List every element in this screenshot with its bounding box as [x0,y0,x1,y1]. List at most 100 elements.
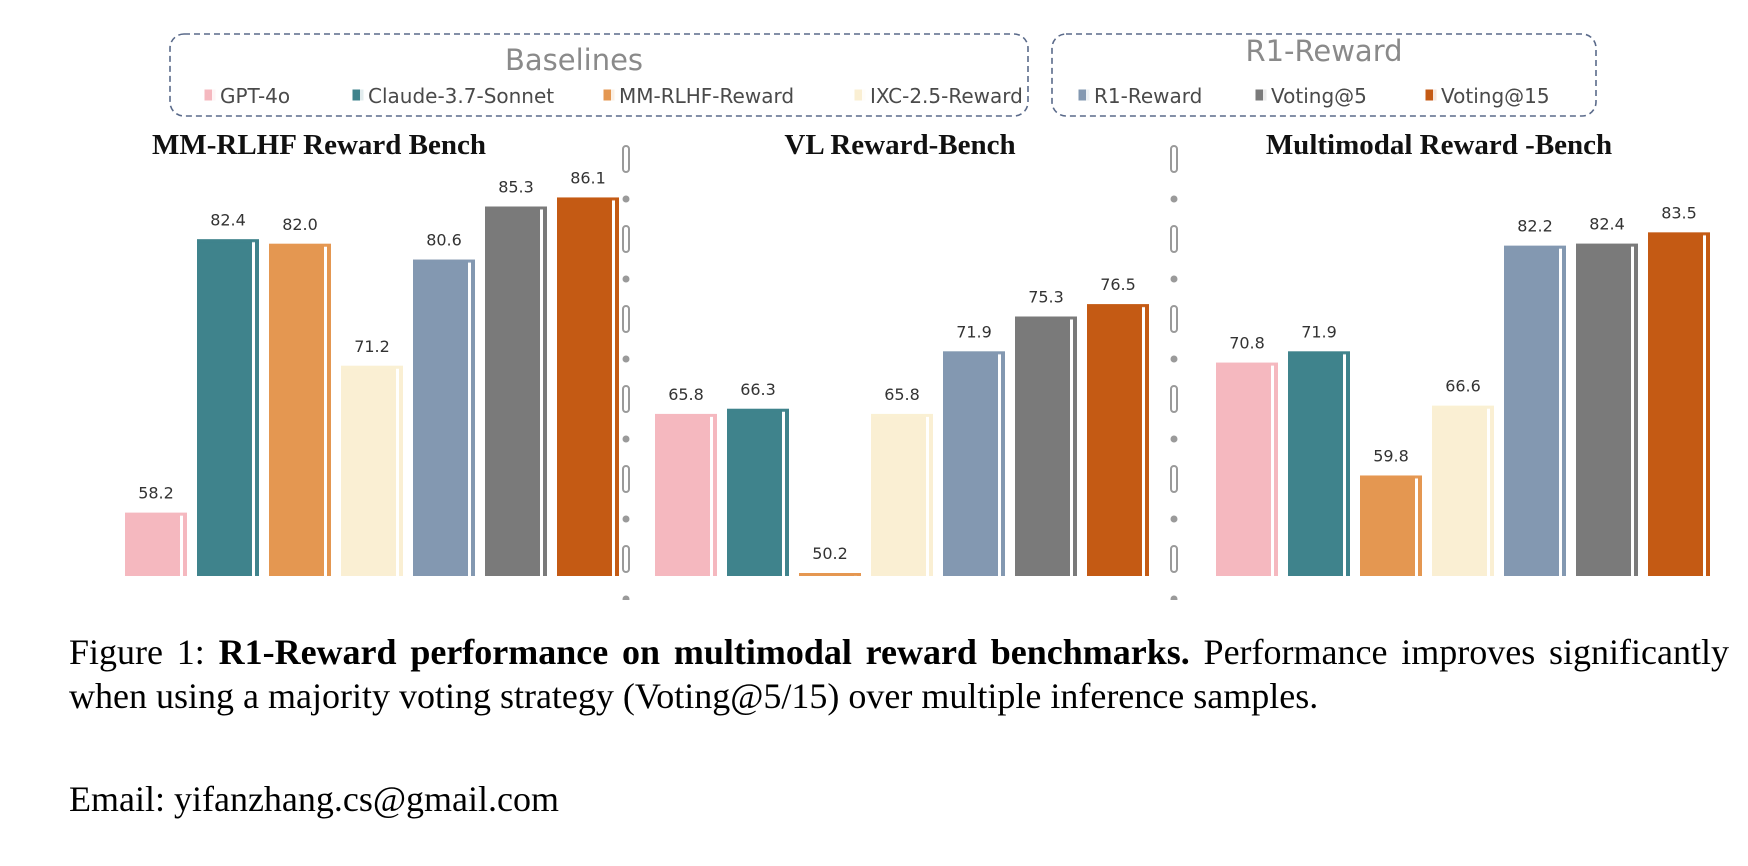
bar-highlight [1415,477,1418,576]
bar-body [269,243,331,576]
bar-highlight [926,415,929,576]
separator-dash [1170,465,1178,493]
bar-body [413,259,475,576]
data-label-ixc-2-5-reward: 66.6 [1445,377,1481,396]
bar-highlight [1343,353,1346,576]
bar-highlight [1070,318,1073,576]
data-label-ixc-2-5-reward: 65.8 [884,385,920,404]
bar-highlight [252,241,255,576]
bar-top-edge [197,239,259,243]
bar-top-edge [1288,351,1350,355]
bar-body [1360,475,1422,576]
caption-bold: R1-Reward performance on multimodal rewa… [218,632,1190,672]
bar-body [125,512,187,576]
legend-item-voting-15: Voting@15 [1424,84,1550,108]
bar-top-edge [125,512,187,516]
separator-dash [1170,385,1178,413]
bar-highlight [540,208,543,576]
bar-top-edge [1648,232,1710,236]
legend-label-voting-5: Voting@5 [1271,84,1367,108]
bar-highlight [1559,247,1562,576]
bar-top-edge [1432,405,1494,409]
panel-title-mm-rlhf: MM-RLHF Reward Bench [152,129,486,161]
data-label-claude-3-7-sonnet: 71.9 [1301,322,1337,341]
bar-voting-15: 83.5 [1648,203,1710,576]
legend-label-voting-15: Voting@15 [1441,84,1550,108]
legend-swatch-highlight [1086,89,1090,101]
separator-dot [1170,435,1178,443]
bar-highlight [1487,407,1490,576]
legend-item-mm-rlhf-reward: MM-RLHF-Reward [602,84,794,108]
data-label-voting-5: 82.4 [1589,215,1625,234]
bar-voting-15: 76.5 [1087,275,1149,576]
data-label-claude-3-7-sonnet: 66.3 [740,380,776,399]
bar-highlight [180,514,183,576]
legend-item-r1-reward: R1-Reward [1077,84,1202,108]
separator-dash [1170,145,1178,173]
bar-top-edge [269,243,331,247]
legend-swatch-highlight [862,89,866,101]
bar-highlight [612,199,615,576]
separator-dash [622,305,630,333]
legend-swatch-highlight [1433,89,1437,101]
separator-dot [1170,355,1178,363]
separator-dash [622,465,630,493]
separator-dot [1170,595,1178,600]
legend-item-claude-3-7-sonnet: Claude-3.7-Sonnet [351,84,554,108]
bar-top-edge [655,413,717,417]
data-label-r1-reward: 71.9 [956,322,992,341]
separator-dash [622,145,630,173]
bar-body [943,351,1005,576]
bar-top-edge [1216,362,1278,366]
bar-body [1648,232,1710,576]
bar-highlight [1271,364,1274,576]
bar-r1-reward: 80.6 [413,231,475,576]
email-line: Email: yifanzhang.cs@gmail.com [69,779,560,819]
bar-ixc-2-5-reward: 65.8 [871,385,933,576]
bar-highlight [1631,245,1634,576]
legend-swatch-highlight [212,89,216,101]
separator-dash [1170,545,1178,573]
bar-body [1288,351,1350,576]
legend-label-claude-3-7-sonnet: Claude-3.7-Sonnet [368,84,554,108]
bar-top-edge [1360,475,1422,479]
figure-caption: Figure 1: R1-Reward performance on multi… [69,630,1729,718]
separator-dash [622,385,630,413]
bar-top-edge [557,197,619,201]
panel-1-bars: 58.2 82.4 82.0 71.2 80.6 85.3 86.1 [125,168,619,576]
separator-dot [622,195,630,203]
panel-title-vl-reward: VL Reward-Bench [784,129,1015,161]
data-label-voting-5: 75.3 [1028,288,1064,307]
caption-rest: Performance improves significantly when … [69,632,1729,716]
bar-body [557,197,619,576]
bar-r1-reward: 71.9 [943,322,1005,576]
r1-reward-legend-title: R1-Reward [1245,34,1402,68]
bar-voting-5: 82.4 [1576,215,1638,576]
legend-item-voting-5: Voting@5 [1254,84,1367,108]
separator-dot [622,435,630,443]
bar-top-edge [485,206,547,210]
bar-top-edge [1015,316,1077,320]
data-label-gpt-4o: 70.8 [1229,334,1265,353]
bar-body [1576,243,1638,576]
separator-dot [622,355,630,363]
legend-label-r1-reward: R1-Reward [1094,84,1202,108]
data-label-r1-reward: 82.2 [1517,217,1553,236]
panel-3-bars: 70.8 71.9 59.8 66.6 82.2 82.4 83.5 [1216,203,1710,576]
bar-body [197,239,259,576]
bar-gpt-4o: 58.2 [125,484,187,576]
bar-highlight [710,415,713,576]
data-label-mm-rlhf-reward: 82.0 [282,215,318,234]
bar-body [1015,316,1077,576]
legend-label-mm-rlhf-reward: MM-RLHF-Reward [619,84,794,108]
bar-body [871,413,933,576]
bar-highlight [468,261,471,576]
bar-claude-3-7-sonnet: 66.3 [727,380,789,576]
bar-highlight [998,353,1001,576]
panel-title-multimodal-reward: Multimodal Reward -Bench [1266,129,1612,161]
bar-body [1087,304,1149,576]
separator-dot [622,595,630,600]
bar-mm-rlhf-reward: 50.2 [799,544,861,576]
bar-body [341,365,403,576]
bar-highlight [782,410,785,576]
